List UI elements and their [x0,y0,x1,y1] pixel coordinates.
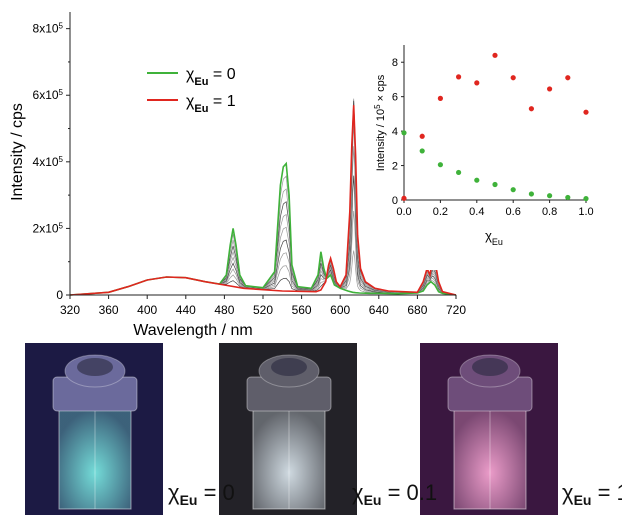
series-line-eu0 [69,161,457,296]
inset-point-eu1-series [583,109,589,115]
inset-point-eu1-series [528,106,535,112]
inset-x-axis-label: χEu [485,228,503,247]
main-y-tick-label: 8x105 [33,21,64,36]
cuvette-drawing [420,343,558,515]
inset-point-eu1-series [419,133,425,139]
inset-point-eu0-series [583,196,589,202]
main-y-tick-label: 0 [56,288,63,302]
main-x-tick-label: 320 [60,303,80,317]
legend-label: χEu = 0 [186,66,236,88]
main-x-tick-label: 440 [176,303,196,317]
inset-ticks: 0.0 0.2 0.4 0.6 0.8 1.0 0 2 4 6 8 [392,57,594,218]
photo-caption-eu1: χEu = 1 [562,480,622,508]
inset-point-eu1-series [510,75,516,81]
cuvette-drawing [219,343,357,515]
main-x-tick-label: 560 [292,303,312,317]
inset-point-eu0-series [401,130,407,136]
photo-caption-eu01: χEu = 0.1 [352,480,438,508]
inset-x-tick-label: 0.6 [506,206,521,218]
inset-point-eu0-series [528,191,535,197]
main-x-tick-label: 600 [330,303,350,317]
cuvette-drawing [25,343,163,515]
inset-x-tick-label: 0.8 [542,206,557,218]
inset-point-eu1-series [401,195,407,201]
cuvette-photo-eu1 [420,343,558,515]
inset-point-eu1-series [492,52,498,58]
main-x-tick-label: 640 [369,303,389,317]
inset-x-tick-label: 0.0 [396,206,411,218]
main-x-tick-label: 520 [253,303,273,317]
inset-axes [403,45,586,201]
main-x-tick-label: 680 [407,303,427,317]
main-x-tick-label: 360 [99,303,119,317]
main-y-axis-label: Intensity / cps [9,103,26,201]
main-x-axis-label: Wavelength / nm [133,322,252,339]
main-legend: χEu = 0 χEu = 1 [147,66,236,115]
main-ticks: 320 360 400 440 480 520 560 600 640 680 72002x1054… [33,21,467,317]
inset-point-eu0-series [419,148,425,154]
inset-y-tick-label: 2 [392,161,398,173]
inset-point-eu0-series [547,193,553,199]
main-emission-chart: 320 360 400 440 480 520 560 600 640 680 72002x1054… [9,12,466,339]
inset-point-eu0-series [474,177,480,183]
photo-caption-eu0: χEu = 0 [168,480,235,508]
inset-y-tick-label: 4 [392,126,398,138]
inset-point-eu0-series [565,194,571,201]
inset-x-tick-label: 1.0 [578,206,593,218]
inset-point-eu1-series [474,80,480,86]
inset-scatter-chart: 0.0 0.2 0.4 0.6 0.8 1.0 0 2 4 6 8 Intensity / 105 … [365,10,605,270]
inset-y-tick-label: 0 [392,195,398,207]
main-x-tick-label: 400 [137,303,157,317]
inset-point-eu0-series [437,162,443,168]
cuvette-photo-eu01 [219,343,357,515]
inset-y-axis-label: Intensity / 105 × cps [373,74,388,171]
inset-background [365,10,605,270]
inset-point-eu0-series [492,181,498,188]
main-x-tick-label: 720 [446,303,466,317]
cuvette-photo-eu0 [25,343,163,515]
inset-point-eu1-series [456,74,462,80]
legend-label: χEu = 1 [186,93,236,115]
main-x-tick-label: 480 [214,303,234,317]
main-y-tick-label: 2x105 [33,221,64,236]
inset-point-eu1-series [547,86,553,92]
inset-point-eu1-series [565,75,571,81]
main-y-tick-label: 6x105 [33,88,64,103]
inset-y-tick-label: 6 [392,92,398,104]
inset-x-tick-label: 0.2 [433,206,448,218]
main-y-tick-label: 4x105 [33,154,64,169]
inset-x-tick-label: 0.4 [469,206,484,218]
inset-point-eu0-series [456,169,462,176]
inset-point-eu0-series [510,187,516,193]
inset-y-tick-label: 8 [392,57,398,69]
inset-point-eu1-series [437,95,443,101]
inset-points [401,52,589,202]
